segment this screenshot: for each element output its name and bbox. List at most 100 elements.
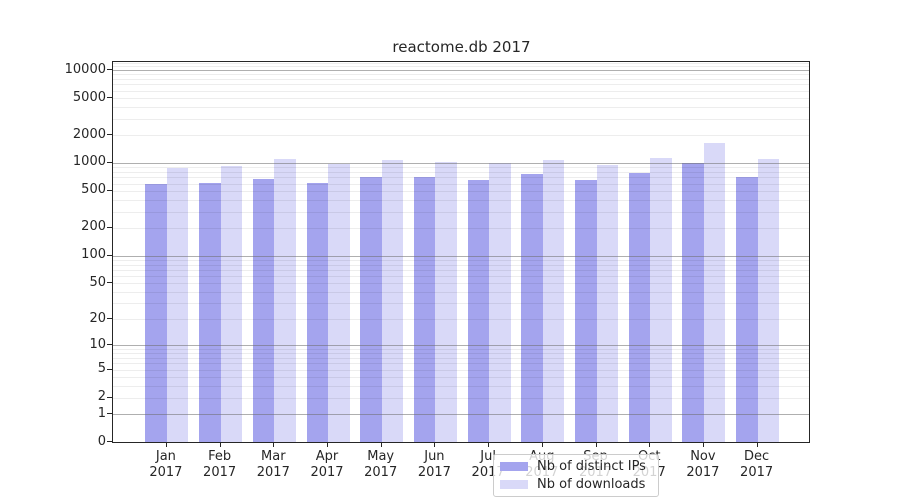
gridline-7	[113, 358, 809, 359]
y-tick-mark	[107, 69, 112, 71]
gridline-30	[113, 303, 809, 305]
x-tick-mark	[756, 442, 758, 447]
y-tick-mark	[107, 97, 112, 99]
bar-downloads-jun	[435, 162, 457, 442]
gridline-800	[113, 172, 809, 173]
gridline-40	[113, 292, 809, 293]
gridline-6	[113, 363, 809, 365]
bar-downloads-oct	[650, 157, 672, 442]
gridline-300	[113, 211, 809, 213]
gridline-4000	[113, 107, 809, 108]
bar-downloads-jul	[489, 163, 511, 442]
x-tick-mark	[327, 442, 328, 447]
gridline-50	[113, 283, 809, 285]
bars-layer	[113, 62, 809, 442]
x-tick-label-mar: Mar 2017	[256, 449, 290, 480]
gridline-6000	[113, 90, 809, 92]
y-tick-label-10000: 10000	[64, 61, 106, 77]
bar-downloads-nov	[703, 142, 726, 442]
gridline-900	[113, 167, 809, 169]
y-tick-label-10: 10	[89, 336, 106, 352]
gridlines-layer	[113, 62, 809, 442]
plot-area: Nb of distinct IPs Nb of downloads	[112, 61, 810, 497]
gridline-90	[113, 259, 809, 261]
x-tick-label-may: May 2017	[364, 449, 398, 480]
bar-downloads-may	[381, 160, 404, 442]
gridline-400	[113, 199, 809, 201]
y-tick-label-5000: 5000	[72, 89, 106, 105]
gridline-200	[113, 227, 809, 229]
legend: Nb of distinct IPs Nb of downloads	[493, 454, 659, 497]
gridline-10	[113, 345, 809, 347]
x-tick-mark	[380, 442, 382, 447]
legend-item-distinct-ips: Nb of distinct IPs	[500, 459, 652, 474]
chart-title: reactome.db 2017	[392, 38, 531, 56]
gridline-1	[113, 414, 809, 415]
bar-downloads-sep	[596, 165, 618, 442]
legend-label-downloads: Nb of downloads	[537, 477, 646, 492]
gridline-100	[113, 255, 809, 257]
bar-downloads-dec	[757, 159, 780, 442]
x-tick-mark	[488, 442, 490, 447]
x-tick-label-jan: Jan 2017	[149, 449, 183, 480]
y-tick-label-2: 2	[97, 389, 106, 405]
gridline-11000	[113, 66, 809, 68]
bar-downloads-mar	[274, 158, 296, 442]
gridline-8000	[113, 79, 809, 80]
x-tick-mark	[702, 442, 704, 447]
gridline-60	[113, 276, 809, 277]
y-tick-mark	[107, 161, 112, 163]
x-tick-mark	[273, 442, 275, 447]
x-tick-mark	[649, 442, 651, 447]
y-tick-label-100: 100	[81, 247, 106, 263]
bar-downloads-feb	[220, 166, 243, 442]
gridline-600	[113, 183, 809, 185]
y-tick-label-1000: 1000	[72, 154, 106, 170]
gridline-20	[113, 319, 809, 320]
x-tick-mark	[165, 442, 167, 447]
gridline-9000	[113, 74, 809, 76]
y-tick-mark	[107, 396, 112, 398]
gridline-70	[113, 269, 809, 271]
gridline-3000	[113, 118, 809, 120]
gridline-2	[113, 397, 809, 399]
y-tick-mark	[107, 413, 112, 414]
bar-downloads-jan	[166, 167, 189, 442]
gridline-9	[113, 349, 809, 350]
x-tick-label-dec: Dec 2017	[740, 449, 774, 480]
bar-distinct-ips-jan	[145, 183, 167, 442]
gridline-10000	[113, 70, 809, 71]
y-tick-label-200: 200	[81, 219, 106, 235]
legend-swatch-downloads	[500, 480, 528, 489]
bar-distinct-ips-aug	[521, 174, 543, 442]
x-tick-label-feb: Feb 2017	[203, 449, 237, 480]
bar-distinct-ips-sep	[575, 180, 597, 442]
x-tick-mark	[595, 442, 597, 447]
gridline-8	[113, 353, 809, 355]
bar-distinct-ips-jun	[413, 177, 436, 442]
y-tick-mark	[107, 344, 112, 346]
x-tick-mark	[541, 442, 543, 447]
y-tick-mark	[107, 282, 112, 284]
y-tick-label-2000: 2000	[72, 126, 106, 142]
y-tick-mark	[107, 318, 112, 320]
gridline-4	[113, 377, 809, 378]
gridline-1000	[113, 163, 809, 164]
y-tick-label-20: 20	[89, 310, 106, 326]
gridline-5	[113, 369, 809, 371]
gridline-2000	[113, 135, 809, 136]
legend-item-downloads: Nb of downloads	[500, 477, 652, 492]
x-tick-label-apr: Apr 2017	[310, 449, 344, 480]
y-tick-mark	[107, 189, 112, 191]
y-tick-mark	[107, 368, 112, 370]
x-tick-mark	[434, 442, 436, 447]
bar-distinct-ips-dec	[736, 177, 758, 442]
y-tick-mark	[107, 134, 112, 135]
gridline-500	[113, 190, 809, 192]
bar-distinct-ips-oct	[628, 173, 651, 442]
y-tick-mark	[107, 226, 112, 228]
gridline-3	[113, 386, 809, 387]
y-tick-label-50: 50	[89, 274, 106, 290]
y-tick-label-0: 0	[97, 433, 106, 449]
